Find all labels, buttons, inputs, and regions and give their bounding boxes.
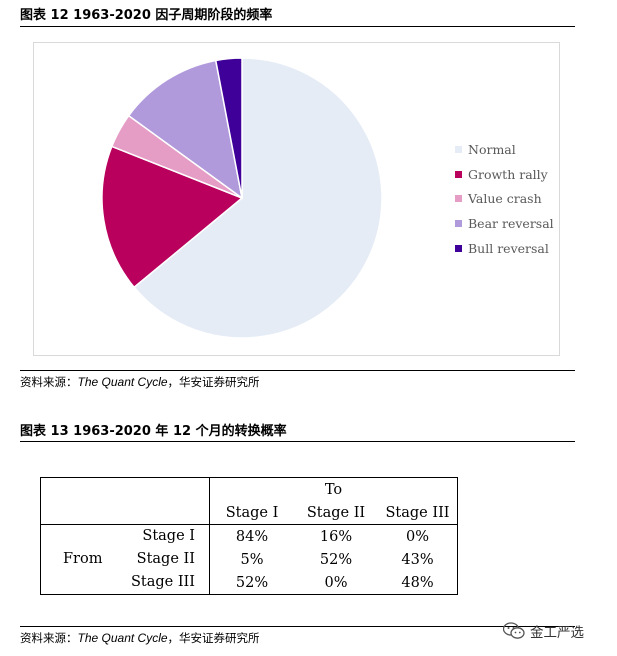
- source-suffix: ，华安证券研究所: [167, 375, 260, 389]
- table-cell: 52%: [235, 574, 269, 591]
- source-divider: [20, 626, 575, 627]
- legend-label: Bear reversal: [468, 215, 554, 231]
- source-book: The Quant Cycle: [77, 631, 168, 645]
- to-label: To: [324, 481, 343, 498]
- source-prefix: 资料来源：: [20, 375, 78, 389]
- legend-item: Growth rally: [455, 162, 554, 187]
- legend-label: Normal: [468, 141, 516, 157]
- source-book: The Quant Cycle: [77, 375, 168, 389]
- source-suffix: ，华安证券研究所: [167, 631, 260, 645]
- chart-area: [33, 42, 560, 356]
- table-cell: 52%: [319, 551, 353, 568]
- table-corner-cell: [40, 477, 210, 501]
- chart-legend: Normal Growth rally Value crash Bear revers…: [455, 137, 554, 260]
- table-cell: 43%: [401, 551, 434, 568]
- table-header-row: To: [40, 477, 458, 501]
- from-label: From: [63, 551, 103, 567]
- table-cell: 16%: [319, 528, 353, 545]
- table-column-row: Stage I Stage II Stage III: [40, 501, 458, 525]
- source-divider: [20, 370, 575, 371]
- source-prefix: 资料来源：: [20, 631, 78, 645]
- column-header: Stage III: [378, 501, 458, 525]
- legend-label: Value crash: [468, 191, 542, 207]
- legend-swatch: [455, 195, 462, 203]
- row-label: Stage I: [142, 528, 195, 544]
- legend-item: Normal: [455, 137, 554, 162]
- table-cell: 0%: [324, 574, 348, 591]
- transition-table: To Stage I Stage II Stage III Stage I 84…: [40, 477, 458, 595]
- pie-slice-normal: [133, 57, 383, 339]
- table-row: From Stage II 5% 52% 43%: [40, 548, 458, 571]
- table-row: Stage III 52% 0% 48%: [40, 571, 458, 595]
- legend-swatch: [455, 145, 462, 153]
- watermark-text: 金工严选: [530, 625, 584, 641]
- table-cell: 84%: [235, 528, 269, 545]
- figure-12-source: 资料来源：The Quant Cycle，华安证券研究所: [20, 374, 260, 390]
- column-header: Stage I: [209, 501, 294, 525]
- legend-label: Growth rally: [468, 166, 548, 182]
- row-label: Stage III: [130, 574, 195, 590]
- legend-item: Value crash: [455, 186, 554, 211]
- table-cell: 48%: [401, 574, 434, 591]
- pie-slice-bear-reversal: [127, 59, 244, 200]
- table-row: Stage I 84% 16% 0%: [40, 524, 458, 548]
- watermark: 金工严选: [503, 621, 584, 641]
- table-cell: 5%: [240, 551, 264, 568]
- legend-swatch: [455, 170, 462, 178]
- legend-label: Bull reversal: [468, 240, 549, 256]
- column-header: Stage II: [294, 501, 378, 525]
- figure-13-title: 图表 13 1963-2020 年 12 个月的转换概率: [20, 424, 287, 439]
- legend-swatch: [455, 219, 462, 227]
- row-label: Stage II: [136, 551, 195, 567]
- figure-12-title: 图表 12 1963-2020 因子周期阶段的频率: [20, 8, 273, 23]
- figure-13-source: 资料来源：The Quant Cycle，华安证券研究所: [20, 630, 260, 646]
- legend-item: Bear reversal: [455, 211, 554, 236]
- wechat-icon: [503, 622, 525, 639]
- title-divider: [20, 26, 575, 27]
- legend-item: Bull reversal: [455, 236, 554, 261]
- pie-slice-growth-rally: [101, 145, 244, 289]
- table-cell: 0%: [405, 528, 429, 545]
- legend-swatch: [455, 244, 462, 252]
- pie-slice-bull-reversal: [214, 57, 243, 199]
- title-divider: [20, 441, 575, 442]
- pie-chart: [101, 57, 383, 339]
